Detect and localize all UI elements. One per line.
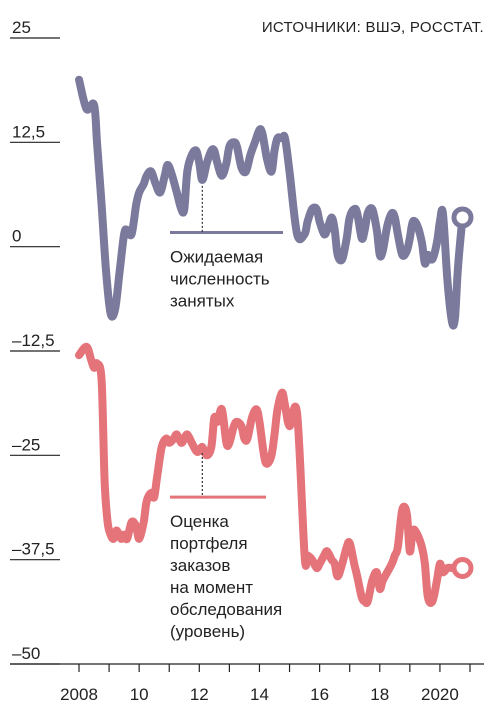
series-label-employment: Ожидаемая численность занятых bbox=[170, 247, 270, 310]
y-tick-label: 12,5 bbox=[12, 122, 45, 141]
x-tick-label: 10 bbox=[130, 685, 149, 704]
source-note: ИСТОЧНИКИ: ВШЭ, РОССТАТ. bbox=[262, 19, 484, 36]
x-tick-label: 2008 bbox=[60, 685, 98, 704]
x-tick-label: 14 bbox=[250, 685, 269, 704]
series-line-orders bbox=[75, 342, 467, 608]
series-label-line: (уровень) bbox=[170, 622, 245, 641]
x-axis: 2008 10 12 14 16 18 2020 bbox=[10, 663, 484, 704]
series-label-orders: Оценка портфеля заказов на момент обследован… bbox=[170, 512, 282, 641]
series-label-line: численность bbox=[170, 269, 270, 288]
series-label-line: Оценка bbox=[170, 512, 229, 531]
y-tick-label: 0 bbox=[12, 227, 21, 246]
x-tick-label: 12 bbox=[190, 685, 209, 704]
annotations: Ожидаемая численность занятых Оценка портфел… bbox=[170, 185, 283, 641]
end-marker-employment bbox=[451, 206, 474, 229]
y-tick-label: 25 bbox=[12, 18, 31, 37]
y-tick-label: –37,5 bbox=[12, 540, 55, 559]
series-label-line: занятых bbox=[170, 291, 235, 310]
x-tick-label: 16 bbox=[310, 685, 329, 704]
x-tick-label: 2020 bbox=[421, 685, 459, 704]
end-marker-orders bbox=[451, 557, 474, 580]
series-label-line: портфеля bbox=[170, 534, 248, 553]
series-label-line: на момент bbox=[170, 578, 253, 597]
y-tick-label: –50 bbox=[12, 644, 40, 663]
series-label-line: заказов bbox=[170, 556, 230, 575]
x-tick-label: 18 bbox=[370, 685, 389, 704]
series-label-line: Ожидаемая bbox=[170, 247, 263, 266]
series-layer bbox=[75, 75, 474, 608]
series-label-line: обследования bbox=[170, 600, 282, 619]
y-axis: 25 12,5 0 –12,5 –25 –37,5 –50 bbox=[10, 18, 60, 665]
y-tick-label: –12,5 bbox=[12, 331, 55, 350]
y-tick-label: –25 bbox=[12, 435, 40, 454]
series-line-employment bbox=[75, 75, 467, 330]
